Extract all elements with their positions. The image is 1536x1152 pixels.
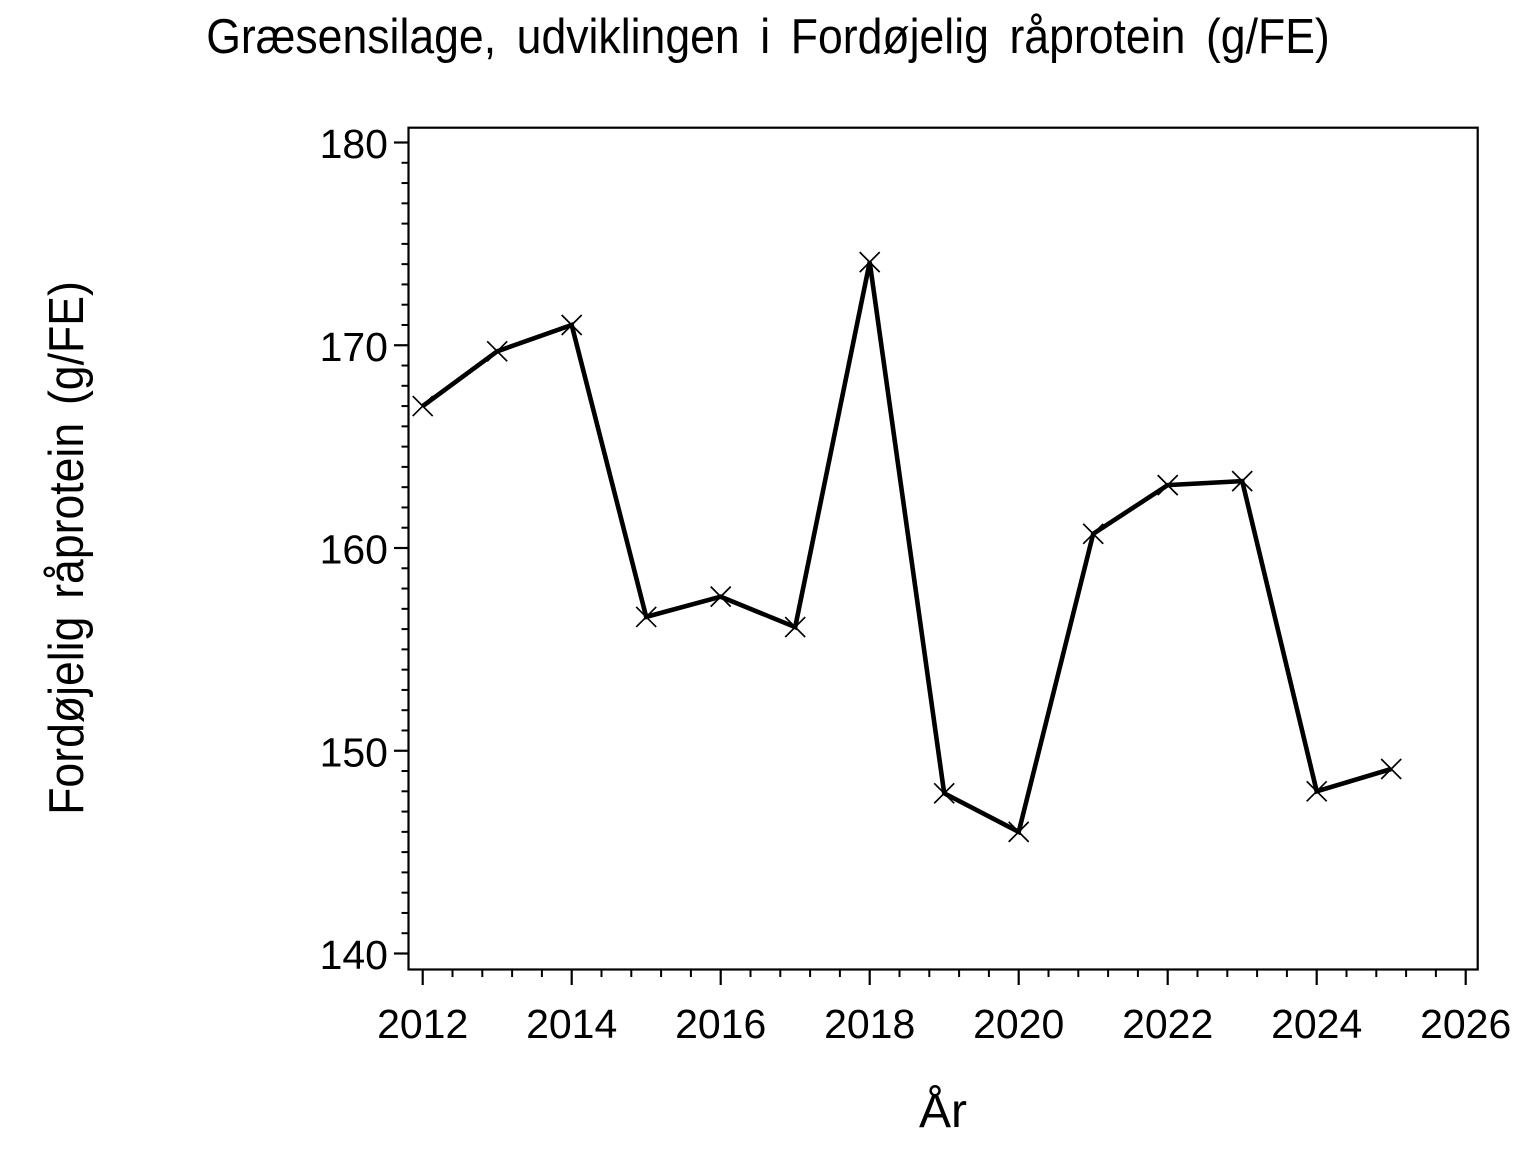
x-cross-marker	[933, 782, 955, 804]
plot-frame	[407, 126, 1479, 971]
x-cross-marker	[1380, 758, 1402, 780]
chart-title: Græsensilage, udviklingen i Fordøjelig r…	[206, 9, 1330, 63]
x-tick-label: 2016	[675, 1001, 766, 1047]
x-cross-marker	[784, 616, 806, 638]
x-tick-label: 2026	[1420, 1001, 1511, 1047]
x-cross-marker	[1231, 470, 1253, 492]
x-tick-label: 2020	[973, 1001, 1064, 1047]
x-cross-marker	[1306, 780, 1328, 802]
x-cross-marker	[1157, 474, 1179, 496]
data-line	[421, 261, 1392, 836]
x-cross-marker	[710, 586, 732, 608]
data-markers	[412, 251, 1402, 843]
chart-title-text: Græsensilage, udviklingen i Fordøjelig r…	[206, 9, 1330, 63]
y-tick-label: 170	[320, 324, 388, 370]
x-axis-title-text: År	[919, 1085, 967, 1138]
x-tick-label: 2018	[824, 1001, 915, 1047]
y-axis-title-text: Fordøjelig råprotein (g/FE)	[39, 281, 93, 815]
x-tick-label: 2024	[1271, 1001, 1362, 1047]
x-cross-marker	[635, 606, 657, 628]
x-axis-ticks	[421, 969, 1467, 985]
y-tick-label: 180	[320, 121, 388, 167]
x-cross-marker	[859, 251, 881, 273]
x-tick-label: 2014	[526, 1001, 617, 1047]
x-axis-tick-labels: 2012 2014 2016 2018 2020 2022 2024 2026	[377, 1001, 1511, 1047]
x-cross-marker	[1008, 821, 1030, 843]
y-tick-label: 150	[320, 729, 388, 775]
y-axis-ticks	[394, 141, 409, 955]
x-tick-label: 2012	[377, 1001, 468, 1047]
y-tick-label: 140	[320, 932, 388, 978]
x-cross-marker	[412, 395, 434, 417]
y-axis-title: Fordøjelig råprotein (g/FE)	[39, 281, 93, 815]
x-cross-marker	[561, 314, 583, 336]
y-axis-tick-labels: 140 150 160 170 180	[320, 121, 388, 978]
x-cross-marker	[486, 340, 508, 362]
y-tick-label: 160	[320, 527, 388, 573]
x-cross-marker	[1082, 523, 1104, 545]
x-tick-label: 2022	[1122, 1001, 1213, 1047]
x-axis-title: År	[919, 1085, 967, 1138]
